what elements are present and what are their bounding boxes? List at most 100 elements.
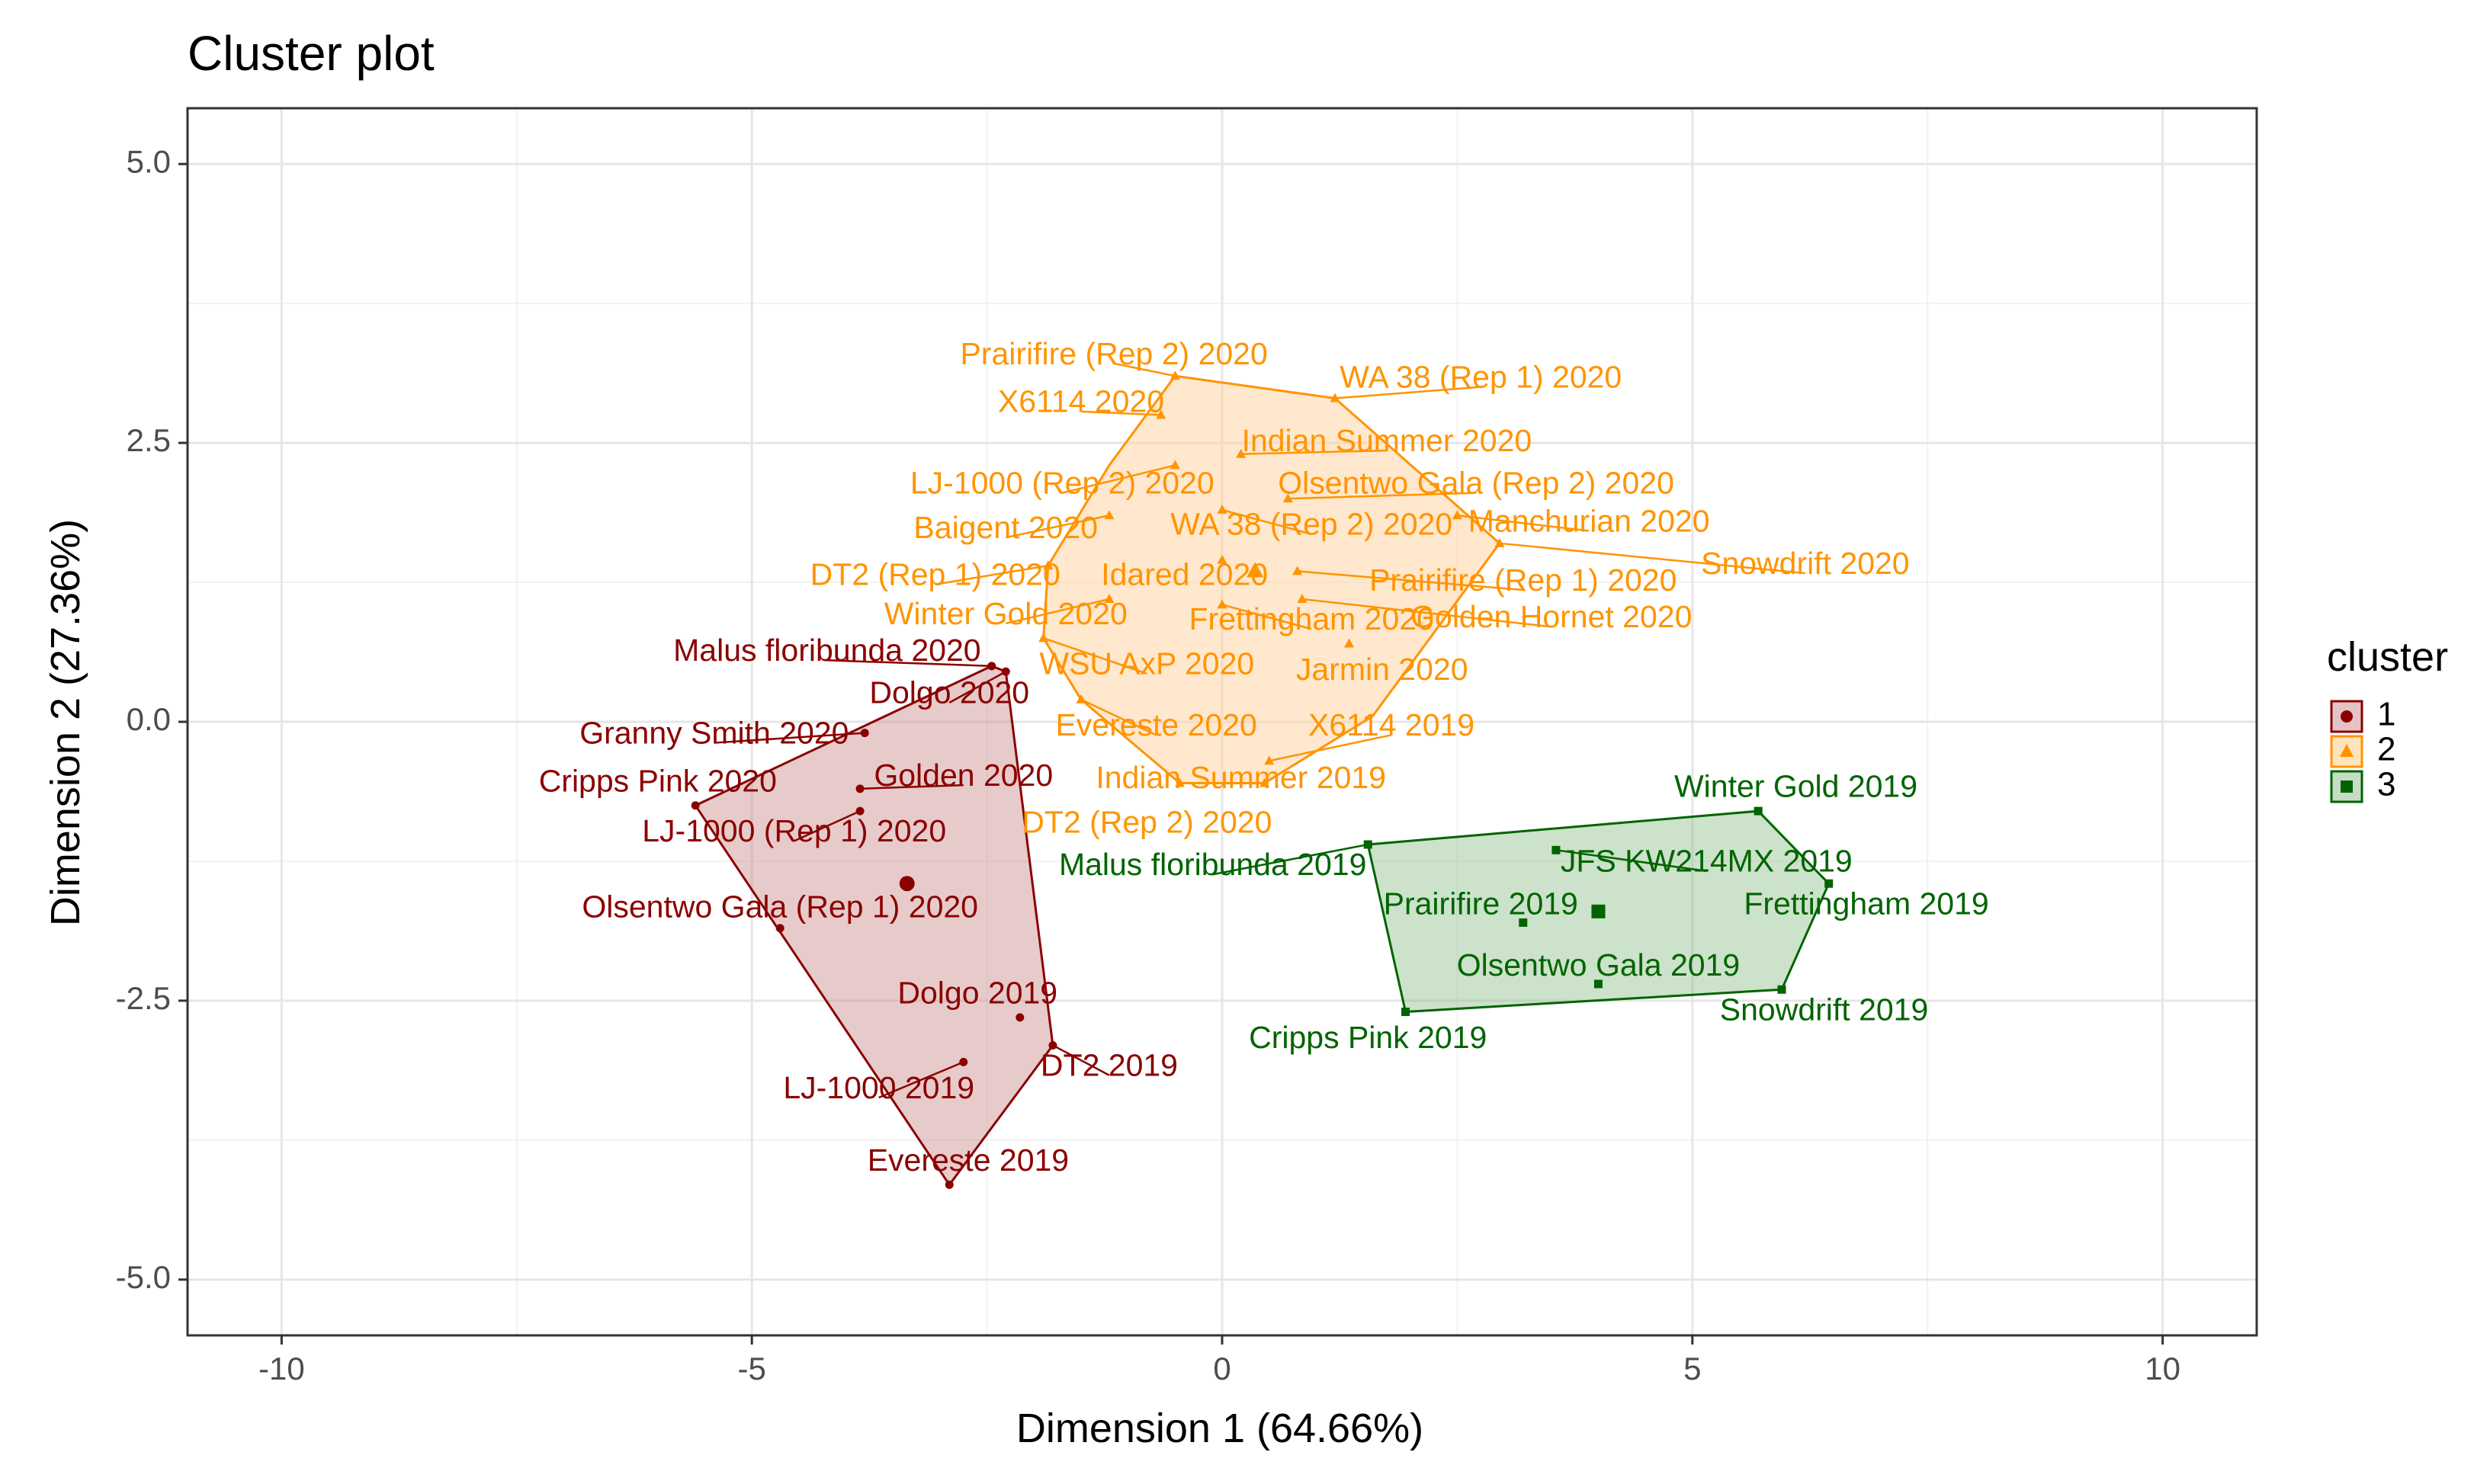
- leader-line: [1499, 542, 1805, 575]
- data-point: [1236, 448, 1247, 458]
- leader-line: [794, 809, 861, 842]
- data-point: [1292, 566, 1303, 575]
- data-point: [1593, 979, 1603, 989]
- x-tick-label: -10: [258, 1351, 305, 1386]
- data-point: [855, 806, 865, 816]
- point-label: Evereste 2019: [868, 1143, 1069, 1178]
- point-label: Cripps Pink 2020: [539, 763, 777, 798]
- leader-line: [935, 564, 1048, 585]
- point-label: Prairifire (Rep 1) 2020: [1369, 563, 1677, 598]
- leader-line: [1080, 698, 1157, 736]
- data-point: [1043, 560, 1054, 570]
- legend-key-2: [2330, 735, 2363, 768]
- axes: -10 -5 0 5 10 -5.0 -2.5 0.0 2.5 5.0: [116, 107, 2258, 1386]
- point-label: Jarmin 2020: [1296, 652, 1468, 687]
- point-label: Frettingham 2020: [1189, 601, 1434, 636]
- point-label: Olsentwo Gala 2019: [1457, 947, 1741, 982]
- point-label: Malus floribunda 2019: [1059, 847, 1366, 882]
- point-label: WA 38 (Rep 1) 2020: [1340, 359, 1622, 394]
- point-label: Winter Gold 2020: [884, 596, 1128, 631]
- point-label: Snowdrift 2019: [1720, 992, 1929, 1027]
- data-point: [945, 1180, 954, 1189]
- point-label: Evereste 2020: [1055, 707, 1256, 742]
- data-point: [1076, 694, 1086, 704]
- data-point: [860, 729, 869, 738]
- x-tick-label: 5: [1683, 1351, 1701, 1386]
- leader-line: [1334, 386, 1481, 399]
- leader-line: [878, 1061, 964, 1099]
- data-point: [1104, 594, 1115, 603]
- x-tick-label: 10: [2145, 1351, 2180, 1386]
- data-point: [1519, 918, 1528, 927]
- point-label: WA 38 (Rep 2) 2020: [1170, 507, 1452, 542]
- legend-label-2: 2: [2377, 731, 2395, 768]
- legend: cluster 123: [2327, 634, 2448, 803]
- data-point: [1038, 633, 1049, 643]
- point-labels: Malus floribunda 2020 Dolgo 2020 Granny Sm…: [539, 336, 1989, 1178]
- data-point: [1217, 599, 1227, 609]
- leader-line: [1301, 598, 1551, 628]
- data-point: [1104, 510, 1115, 520]
- data-point: [987, 662, 996, 671]
- point-label: Prairifire 2019: [1384, 886, 1578, 921]
- leader-line: [1113, 362, 1176, 377]
- point-label: Frettingham 2019: [1744, 886, 1988, 921]
- data-point: [1264, 755, 1275, 765]
- chart-title: Cluster plot: [188, 26, 435, 81]
- point-label: Malus floribunda 2020: [673, 633, 980, 668]
- x-tick-label: 0: [1213, 1351, 1231, 1386]
- data-point: [1016, 1013, 1025, 1022]
- label-leader-lines: [714, 362, 1805, 1099]
- leader-line: [1297, 570, 1523, 591]
- point-label: Granny Smith 2020: [579, 715, 849, 750]
- point-label: LJ-1000 (Rep 2) 2020: [910, 466, 1215, 501]
- data-point: [1048, 1040, 1057, 1050]
- data-point: [1259, 777, 1270, 787]
- point-label: Golden Hornet 2020: [1410, 599, 1692, 634]
- point-label: Manchurian 2020: [1468, 503, 1710, 538]
- point-label: Dolgo 2020: [869, 675, 1029, 710]
- point-label: Dolgo 2019: [897, 975, 1057, 1010]
- data-point: [1754, 806, 1763, 816]
- leader-line: [1052, 1044, 1110, 1076]
- legend-key-1: [2330, 700, 2363, 733]
- point-label: DT2 (Rep 2) 2020: [1022, 804, 1272, 839]
- point-label: LJ-1000 (Rep 1) 2020: [642, 813, 946, 848]
- data-point: [691, 801, 700, 810]
- data-point: [1824, 879, 1834, 888]
- point-label: Idared 2020: [1101, 557, 1268, 592]
- point-label: Winter Gold 2019: [1674, 769, 1917, 804]
- point-label: LJ-1000 2019: [783, 1070, 974, 1105]
- data-point: [1217, 504, 1227, 514]
- data-point: [1217, 554, 1227, 564]
- data-point: [1297, 594, 1308, 603]
- leader-line: [1006, 514, 1110, 539]
- point-label: JFS KW214MX 2019: [1561, 844, 1853, 879]
- data-point: [775, 924, 785, 933]
- point-label: Indian Summer 2019: [1096, 760, 1386, 795]
- data-point: [1156, 409, 1166, 419]
- point-label: X6114 2019: [1308, 707, 1474, 742]
- leader-line: [1212, 843, 1369, 876]
- data-point: [1452, 510, 1462, 520]
- data-point: [1401, 1008, 1410, 1017]
- leader-line: [1240, 449, 1387, 455]
- legend-symbol: [2340, 744, 2354, 757]
- point-label: Snowdrift 2020: [1701, 546, 1910, 581]
- point-label: Baigent 2020: [913, 510, 1098, 545]
- point-label: Indian Summer 2020: [1242, 423, 1532, 458]
- leader-line: [860, 784, 964, 790]
- data-point: [1282, 493, 1293, 503]
- y-tick-label: -2.5: [116, 980, 171, 1016]
- leader-line: [1005, 598, 1110, 625]
- data-point: [1551, 845, 1561, 854]
- centroid-point: [1591, 904, 1606, 918]
- leader-line: [1221, 604, 1312, 630]
- leader-line: [1043, 637, 1147, 675]
- leader-line: [1288, 492, 1477, 500]
- data-point: [959, 1057, 968, 1066]
- y-tick-label: 5.0: [127, 143, 171, 179]
- leader-line: [1457, 514, 1590, 532]
